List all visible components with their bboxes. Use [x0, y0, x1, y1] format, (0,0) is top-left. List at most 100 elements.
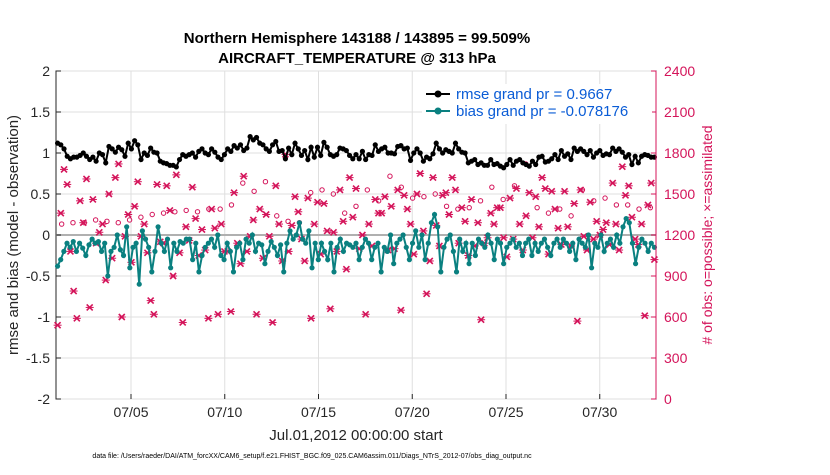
- series-point-bias: [284, 240, 290, 246]
- series-point-bias: [193, 240, 199, 246]
- series-point-bias: [648, 240, 654, 246]
- series-point-bias: [447, 232, 453, 238]
- series-point-rmse: [510, 162, 516, 168]
- series-point-bias: [237, 240, 243, 246]
- series-point-bias: [567, 248, 573, 254]
- series-point-bias: [563, 240, 570, 246]
- series-point-rmse: [427, 156, 433, 162]
- obs-assimilated-marker: [380, 193, 389, 201]
- series-point-bias: [560, 236, 566, 242]
- series-point-bias: [212, 244, 218, 250]
- obs-assimilated-marker: [496, 204, 505, 212]
- obs-assimilated-marker: [611, 220, 620, 228]
- obs-assimilated-marker: [191, 215, 200, 223]
- series-point-bias: [538, 240, 544, 246]
- series-point-bias: [190, 257, 196, 263]
- obs-assimilated-marker: [361, 310, 370, 318]
- series-point-rmse: [398, 143, 404, 149]
- series-point-rmse: [632, 153, 638, 159]
- obs-assimilated-marker: [515, 220, 524, 228]
- series-point-bias: [457, 236, 463, 242]
- obs-possible-marker: [138, 214, 144, 220]
- obs-possible-marker: [92, 217, 99, 223]
- series-point-bias: [585, 232, 592, 238]
- series-point-bias: [102, 240, 108, 246]
- series-point-bias: [117, 247, 123, 253]
- series-point-rmse: [269, 142, 276, 148]
- series-point-bias: [130, 244, 136, 250]
- series-point-bias: [205, 240, 211, 246]
- series-point-bias: [397, 236, 403, 242]
- series-point-bias: [271, 244, 277, 250]
- obs-assimilated-marker: [162, 182, 171, 190]
- series-point-bias: [617, 240, 623, 246]
- series-point-rmse: [189, 150, 195, 156]
- y2-tick-label: 2400: [664, 63, 695, 79]
- series-point-rmse: [244, 145, 250, 151]
- series-point-rmse: [411, 150, 417, 156]
- series-point-rmse: [356, 156, 362, 162]
- y-axis-ticks: -2 -1.5 -1 -0.5 0 0.5 1 1.5 2: [26, 63, 61, 407]
- series-point-bias: [601, 248, 607, 254]
- series-point-bias: [252, 248, 259, 254]
- series-point-rmse: [533, 161, 539, 168]
- series-point-bias: [469, 240, 475, 246]
- obs-count-markers: [53, 150, 659, 329]
- series-point-rmse: [456, 146, 462, 152]
- series-point-bias: [482, 244, 488, 250]
- obs-assimilated-marker: [210, 224, 219, 232]
- series-point-rmse: [205, 152, 212, 158]
- series-point-bias: [513, 244, 519, 250]
- series-point-bias: [309, 265, 315, 271]
- series-point-bias: [58, 257, 64, 263]
- obs-assimilated-marker: [230, 189, 239, 197]
- y2-tick-label: 1200: [664, 227, 695, 243]
- series-point-rmse: [125, 140, 131, 146]
- chart-subtitle: AIRCRAFT_TEMPERATURE @ 313 hPa: [218, 50, 496, 67]
- obs-assimilated-marker: [252, 310, 261, 318]
- obs-assimilated-marker: [319, 200, 328, 208]
- series-point-rmse: [382, 144, 388, 150]
- series-point-bias: [614, 232, 620, 238]
- series-point-bias: [152, 248, 158, 254]
- series-point-bias: [573, 257, 579, 263]
- obs-assimilated-marker: [573, 317, 582, 325]
- obs-assimilated-marker: [56, 209, 65, 217]
- series-point-rmse: [298, 152, 305, 159]
- series-point-bias: [67, 244, 73, 250]
- obs-assimilated-marker: [640, 312, 649, 320]
- series-point-bias: [83, 252, 89, 259]
- y-axis-label: rmse and bias (model - observation): [5, 115, 22, 355]
- obs-possible-marker: [443, 203, 450, 210]
- legend-marker-rmse: [434, 90, 442, 98]
- obs-assimilated-marker: [422, 290, 431, 298]
- series-point-bias: [199, 252, 205, 259]
- y-tick-label: -0.5: [26, 268, 50, 284]
- series-point-bias: [444, 236, 450, 242]
- obs-assimilated-marker: [95, 228, 104, 236]
- series-point-rmse: [555, 156, 561, 163]
- series-point-rmse: [192, 154, 199, 160]
- y2-axis-label: # of obs: o=possible; ×=assimilated: [699, 125, 715, 344]
- series-point-rmse: [305, 156, 311, 163]
- x-axis-ticks: 07/05 07/10 07/15 07/20 07/25 07/30: [113, 394, 617, 420]
- obs-assimilated-marker: [181, 223, 190, 231]
- series-point-bias: [146, 244, 152, 250]
- obs-assimilated-marker: [117, 313, 126, 321]
- obs-assimilated-marker: [512, 184, 521, 193]
- obs-assimilated-marker: [274, 220, 283, 228]
- series-point-rmse: [558, 147, 564, 154]
- footnote: data file: /Users/raeder/DAI/ATM_forcXX/…: [92, 453, 532, 460]
- obs-possible-marker: [285, 218, 291, 225]
- series-point-rmse: [590, 154, 597, 160]
- obs-assimilated-marker: [627, 213, 636, 221]
- series-point-rmse: [552, 152, 558, 158]
- series-point-rmse: [430, 151, 436, 157]
- series-point-bias: [306, 228, 312, 234]
- series-point-rmse: [122, 153, 128, 159]
- series-point-rmse: [449, 150, 455, 156]
- series-point-bias: [494, 236, 500, 242]
- series-point-bias: [541, 236, 548, 242]
- series-point-bias: [168, 265, 174, 271]
- obs-possible-marker: [500, 196, 506, 203]
